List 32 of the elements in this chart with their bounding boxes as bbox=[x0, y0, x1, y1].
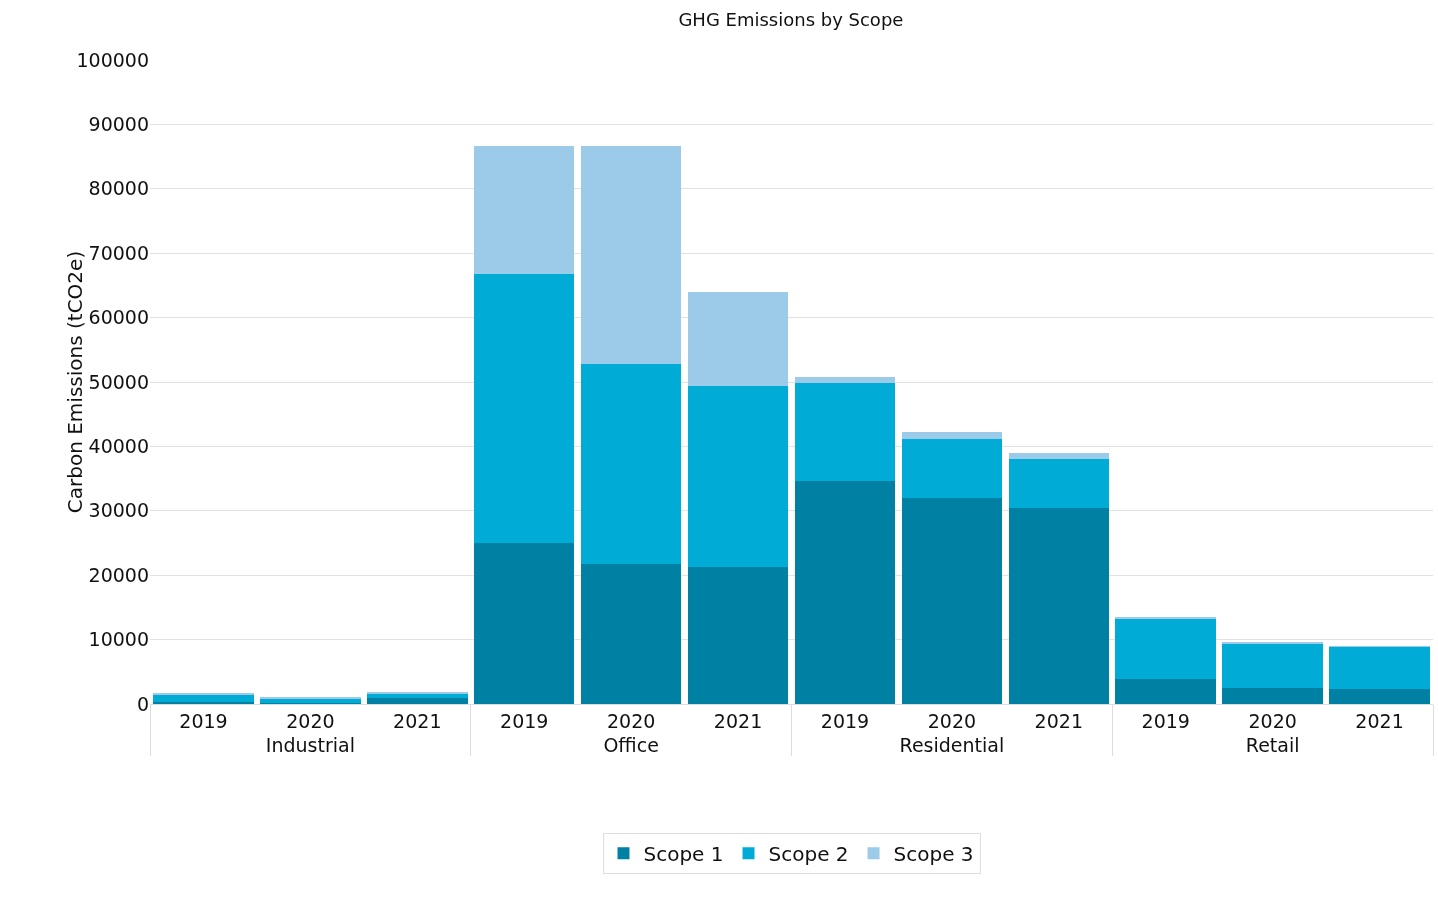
x-tick-label: 2021 bbox=[1034, 709, 1083, 732]
y-tick-label: 40000 bbox=[88, 435, 149, 458]
y-tick-label: 70000 bbox=[88, 241, 149, 264]
x-tick-label: 2020 bbox=[1248, 709, 1297, 732]
y-tick-label: 30000 bbox=[88, 499, 149, 522]
chart-title: GHG Emissions by Scope bbox=[678, 9, 904, 31]
x-tick-label: 2019 bbox=[500, 709, 549, 732]
x-tick-label: 2021 bbox=[393, 709, 442, 732]
y-tick-label: 100000 bbox=[76, 48, 149, 71]
text: Retail bbox=[1245, 733, 1300, 756]
text: Residential bbox=[899, 733, 1005, 756]
y-tick-label: 90000 bbox=[88, 113, 149, 136]
y-tick-label: 0 bbox=[136, 692, 149, 715]
legend-label: Scope 2 bbox=[768, 842, 849, 867]
text: Industrial bbox=[265, 733, 355, 756]
y-tick-label: 20000 bbox=[88, 563, 149, 586]
x-tick-label: 2020 bbox=[927, 709, 977, 732]
y-tick-label: 10000 bbox=[88, 628, 149, 651]
y-tick-label: 80000 bbox=[88, 177, 149, 200]
x-tick-label: 2020 bbox=[286, 709, 335, 732]
legend-label: Scope 3 bbox=[893, 842, 974, 867]
x-tick-label: 2021 bbox=[1355, 709, 1404, 732]
x-tick-label: 2019 bbox=[179, 709, 228, 732]
x-tick-label: 2019 bbox=[1141, 709, 1190, 732]
x-tick-label: 2019 bbox=[820, 709, 870, 732]
text: Office bbox=[603, 733, 659, 756]
x-tick-label: 2021 bbox=[713, 709, 763, 732]
y-tick-label: 50000 bbox=[88, 370, 149, 393]
y-tick-label: 60000 bbox=[88, 306, 149, 329]
x-tick-label: 2020 bbox=[606, 709, 656, 732]
y-axis-title: Carbon Emissions (tCO2e) bbox=[62, 250, 87, 514]
legend-label: Scope 1 bbox=[643, 842, 724, 867]
